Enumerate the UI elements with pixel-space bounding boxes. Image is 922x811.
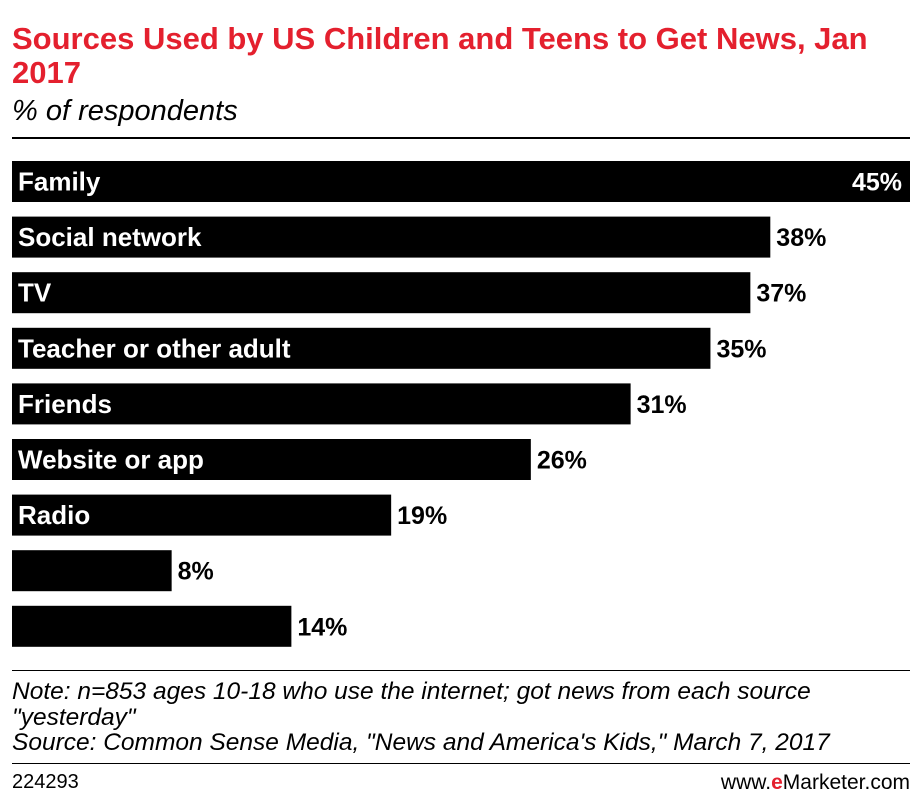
chart-note: Note: n=853 ages 10-18 who use the inter… bbox=[12, 679, 912, 756]
bar-tv bbox=[12, 272, 751, 314]
value-label: 38% bbox=[776, 224, 826, 252]
value-label: 14% bbox=[297, 613, 347, 641]
bar-none-of-these bbox=[12, 605, 292, 647]
source-line: Source: Common Sense Media, "News and Am… bbox=[12, 729, 830, 756]
value-label: 45% bbox=[852, 169, 902, 197]
note-line-1: Note: n=853 ages 10-18 who use the inter… bbox=[12, 678, 811, 705]
bar-friends bbox=[12, 383, 631, 425]
note-line-2: "yesterday" bbox=[12, 703, 136, 731]
value-label: 19% bbox=[397, 502, 447, 530]
bar-radio bbox=[12, 494, 392, 536]
bar-social-network bbox=[12, 216, 771, 258]
value-label: 35% bbox=[716, 335, 766, 363]
bar-newspapers bbox=[12, 550, 172, 592]
bar-chart: Family 45% Social network 38% TV 37% Teacher o… bbox=[12, 161, 910, 647]
category-label: Teacher or other adult bbox=[18, 333, 291, 363]
value-label: 8% bbox=[178, 558, 214, 586]
category-label: Newspapers bbox=[252, 556, 405, 586]
category-label: Website or app bbox=[18, 445, 204, 475]
brand-link[interactable]: www.eMarketer.com bbox=[721, 771, 910, 795]
value-label: 37% bbox=[756, 280, 806, 308]
category-label: TV bbox=[18, 278, 52, 308]
category-label: Friends bbox=[18, 389, 112, 419]
bar-family bbox=[12, 161, 910, 202]
value-label: 31% bbox=[637, 391, 687, 419]
category-label: Family bbox=[18, 167, 101, 197]
category-label: None of these bbox=[371, 611, 543, 641]
footer-divider bbox=[12, 670, 910, 671]
brand-prefix: www. bbox=[720, 771, 772, 794]
value-label: 26% bbox=[537, 447, 587, 475]
chart-title: Sources Used by US Children and Teens to… bbox=[12, 21, 868, 90]
chart-id: 224293 bbox=[12, 771, 79, 793]
chart-subtitle: % of respondents bbox=[12, 95, 238, 127]
brand-e: e bbox=[771, 771, 783, 794]
bottom-divider bbox=[12, 763, 910, 764]
bar-teacher-or-other-adult bbox=[12, 327, 711, 369]
bar-website-or-app bbox=[12, 439, 531, 480]
header-divider bbox=[12, 137, 910, 139]
brand-rest: Marketer.com bbox=[782, 771, 910, 794]
category-label: Radio bbox=[18, 500, 90, 530]
category-label: Social network bbox=[18, 222, 202, 252]
